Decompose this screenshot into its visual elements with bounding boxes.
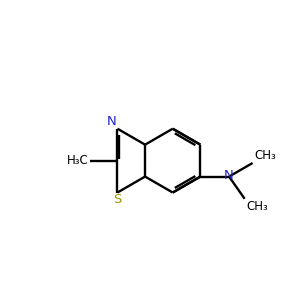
Text: H₃C: H₃C: [67, 154, 88, 167]
Text: CH₃: CH₃: [247, 200, 268, 213]
Text: N: N: [224, 169, 234, 182]
Text: CH₃: CH₃: [254, 149, 276, 162]
Text: N: N: [107, 115, 116, 128]
Text: S: S: [113, 194, 122, 206]
